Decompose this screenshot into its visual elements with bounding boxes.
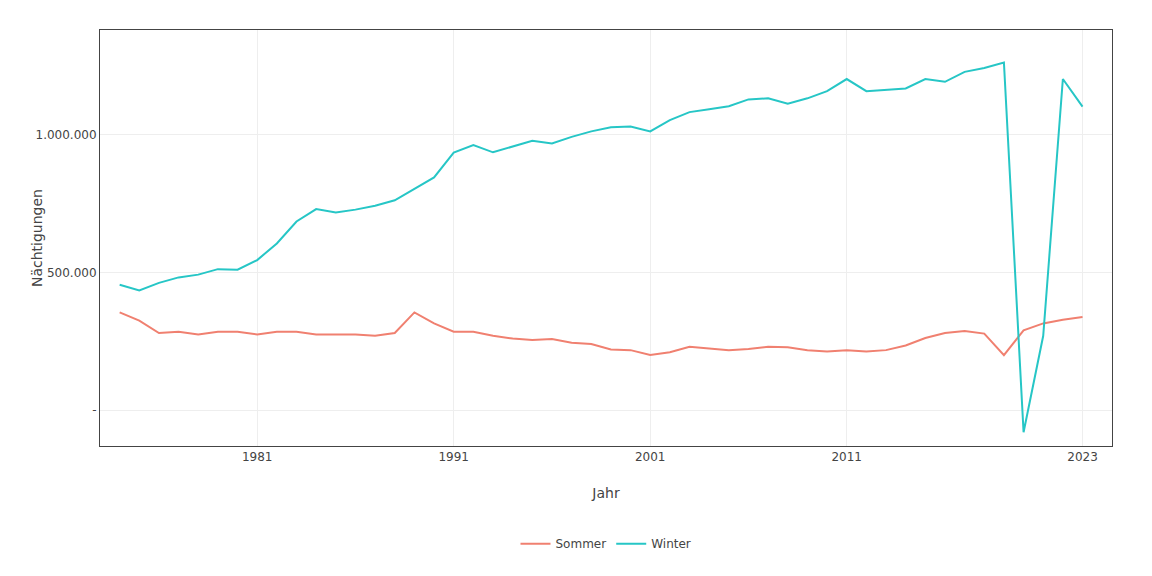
svg-text:500.000: 500.000 [47, 266, 97, 280]
svg-text:-: - [92, 403, 96, 417]
svg-text:Winter: Winter [651, 537, 691, 551]
svg-text:Nächtigungen: Nächtigungen [29, 189, 45, 287]
svg-text:2001: 2001 [635, 450, 666, 464]
svg-text:1991: 1991 [438, 450, 469, 464]
svg-text:2011: 2011 [831, 450, 862, 464]
svg-text:2023: 2023 [1067, 450, 1098, 464]
svg-text:1.000.000: 1.000.000 [36, 128, 97, 142]
svg-text:Sommer: Sommer [556, 537, 607, 551]
svg-text:Jahr: Jahr [591, 485, 620, 501]
svg-text:1981: 1981 [242, 450, 273, 464]
